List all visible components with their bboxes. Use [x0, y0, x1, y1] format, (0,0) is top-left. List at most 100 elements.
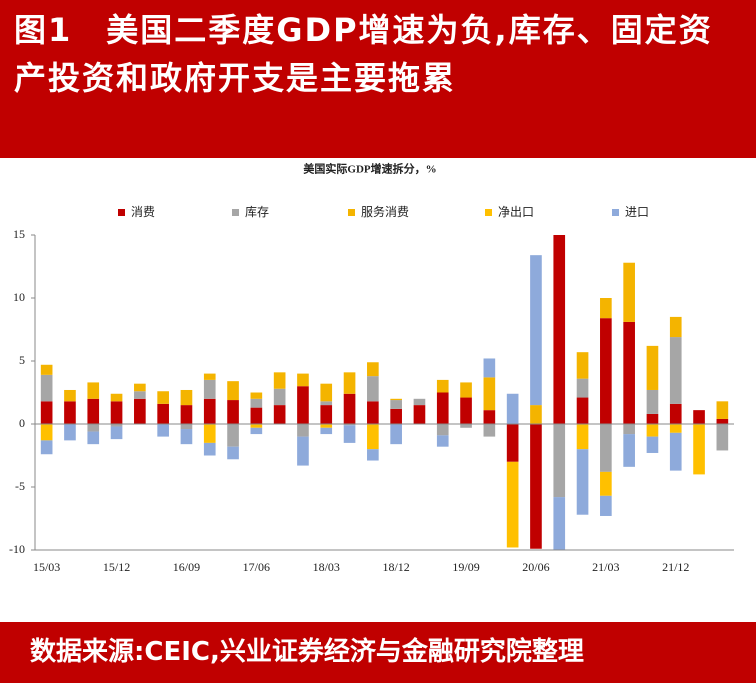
legend-swatch [118, 209, 125, 216]
bar-segment [483, 410, 496, 424]
x-tick-label: 15/03 [33, 560, 60, 574]
bar-segment [367, 449, 379, 461]
bar-segment [436, 392, 449, 424]
bar-segment [64, 401, 76, 424]
bar-segment [110, 401, 123, 424]
bar-segment [250, 427, 263, 435]
x-tick-label: 20/06 [522, 560, 549, 574]
legend-swatch [612, 209, 619, 216]
bar-segment [273, 405, 286, 424]
bar-segment [87, 398, 100, 424]
bar-segment [413, 398, 426, 406]
bar-segment [297, 436, 309, 466]
bar-segment [669, 424, 682, 433]
bar-segment [250, 407, 263, 424]
bar-segment [40, 374, 53, 402]
bar-segment [576, 424, 589, 450]
bar-segment [390, 398, 402, 401]
legend-label: 库存 [245, 204, 269, 219]
bar-segment [623, 434, 635, 467]
bar-segment [669, 316, 682, 338]
bar-segment [134, 391, 146, 399]
bar-segment [250, 424, 263, 428]
x-tick-label: 21/12 [662, 560, 689, 574]
bar-segment [110, 424, 123, 427]
bar-segment [227, 381, 239, 401]
y-tick-label: 10 [13, 290, 25, 304]
legend-label: 消费 [131, 205, 155, 219]
bar-segment [320, 424, 333, 428]
legend-label: 净出口 [498, 205, 534, 219]
bar-segment [157, 403, 169, 424]
x-tick-label: 18/03 [313, 560, 340, 574]
x-tick-label: 21/03 [592, 560, 619, 574]
bar-segment [320, 427, 333, 435]
bar-segment [530, 255, 542, 406]
chart-title: 美国实际GDP增速拆分，% [303, 162, 436, 176]
bar-segment [180, 429, 193, 445]
bar-segment [64, 389, 76, 402]
bar-segment [436, 435, 449, 447]
y-tick-label: 5 [19, 353, 25, 367]
footer: 数据来源:CEIC,兴业证券经济与金融研究院整理 [0, 622, 756, 683]
bar-segment [367, 401, 379, 424]
bar-segment [436, 379, 449, 393]
source-note: 数据来源:CEIC,兴业证券经济与金融研究院整理 [30, 637, 584, 667]
bar-segment [367, 362, 379, 377]
y-tick-label: -5 [15, 479, 25, 493]
bar-segment [646, 413, 659, 424]
x-tick-label: 18/12 [382, 560, 409, 574]
bar-segment [530, 405, 542, 424]
bar-segment [297, 373, 309, 387]
x-tick-label: 19/09 [452, 560, 479, 574]
bar-segment [506, 393, 519, 424]
bar-segment [110, 426, 123, 440]
legend-swatch [232, 209, 239, 216]
bar-segment [623, 424, 635, 435]
bar-segment [203, 442, 216, 456]
bar-segment [460, 397, 472, 424]
bar-segment [180, 424, 193, 430]
bar-segment [436, 424, 449, 436]
bar-segment [40, 401, 53, 424]
bar-segment [530, 424, 542, 549]
bar-segment [390, 408, 402, 424]
bar-segment [343, 393, 356, 424]
bar-segment [297, 424, 309, 437]
bar-segment [390, 424, 402, 445]
y-tick-label: 0 [19, 416, 25, 430]
y-tick-label: 15 [13, 227, 25, 241]
bar-segment [693, 424, 705, 475]
bar-segment [669, 403, 682, 424]
bar-segment [227, 400, 239, 424]
bar-segment [134, 383, 146, 392]
bar-segment [716, 401, 729, 419]
bar-segment [203, 424, 216, 443]
bar-segment [646, 389, 659, 414]
bar-segment [110, 393, 123, 402]
legend-swatch [485, 209, 492, 216]
bar-segment [87, 424, 100, 432]
bar-segment [623, 321, 635, 424]
bar-segment [600, 318, 612, 424]
bar-segment [716, 424, 729, 451]
x-tick-label: 17/06 [243, 560, 270, 574]
bar-segment [693, 410, 705, 424]
bar-segment [506, 424, 519, 462]
bar-segment [320, 383, 333, 402]
bar-segment [460, 382, 472, 398]
bar-segment [460, 424, 472, 428]
bar-segment [40, 440, 53, 455]
x-tick-label: 15/12 [103, 560, 130, 574]
bar-segment [343, 425, 356, 443]
bar-segment [413, 405, 426, 424]
bar-segment [180, 405, 193, 424]
x-tick-label: 16/09 [173, 560, 200, 574]
chart: 美国实际GDP增速拆分，% 消费 库存 服务消费 净出口 进口 -10 -5 0 5 10 15 15… [9, 162, 734, 574]
page-title: 图1 美国二季度GDP增速为负,库存、固定资产投资和政府开支是主要拖累 [14, 11, 713, 97]
bar-segment [250, 392, 263, 399]
bar-segment [600, 298, 612, 319]
bar-segment [669, 432, 682, 471]
bar-segment [646, 436, 659, 453]
bar-segment [203, 398, 216, 424]
